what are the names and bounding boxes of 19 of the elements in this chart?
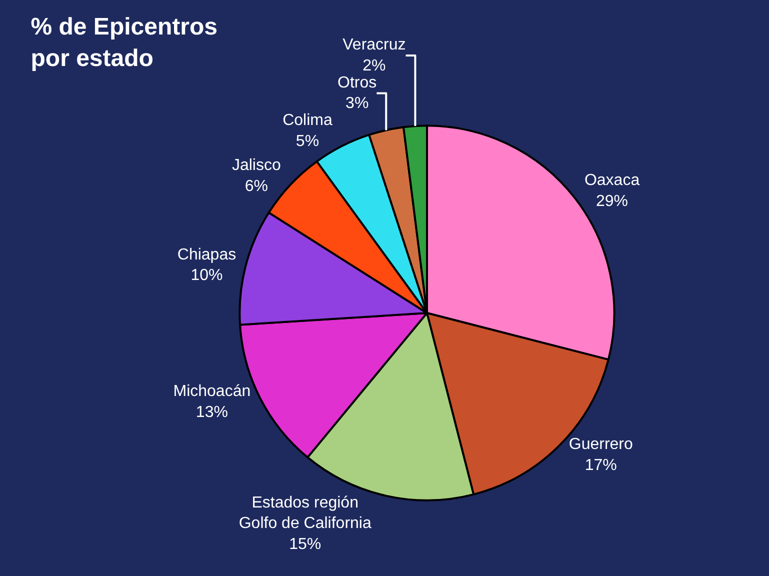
data-label: 17% (584, 456, 617, 474)
slice-label: Guerrero (568, 436, 634, 454)
data-label: 15% (289, 536, 322, 554)
chart-title: % de Epicentros por estado (30, 14, 218, 72)
data-label: 13% (196, 404, 228, 421)
slice-label: Estados región Golfo de California (238, 494, 372, 532)
data-label: 3% (346, 95, 369, 112)
slice-label: Veracruz (342, 36, 406, 54)
slice-label: Jalisco (232, 157, 281, 174)
slice-label: Colima (282, 112, 332, 130)
slice-label: Otros (338, 74, 377, 92)
data-label: 2% (362, 57, 386, 74)
data-label: 5% (296, 132, 320, 150)
slice-label: Oaxaca (584, 172, 640, 190)
slice-label: Chiapas (177, 246, 236, 264)
data-label: 6% (244, 178, 268, 195)
data-label: 10% (190, 267, 223, 284)
slice-label: Michoacán (173, 383, 251, 400)
data-label: 29% (596, 192, 628, 210)
